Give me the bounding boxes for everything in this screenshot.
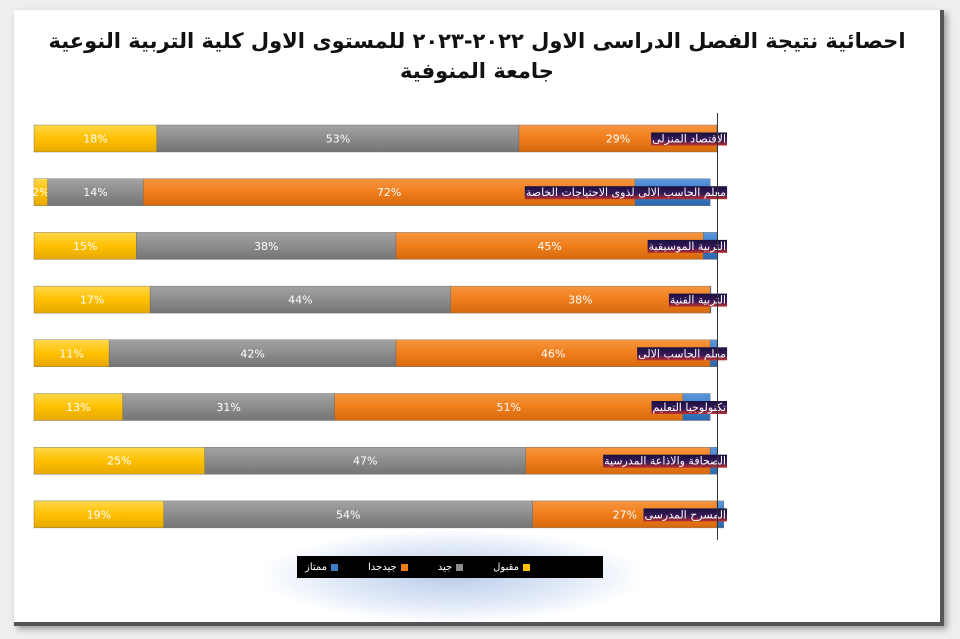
bar-row: 18%53%29%0% [33, 124, 726, 153]
data-label: 42% [240, 347, 264, 360]
bar-row: 13%31%51%4% [33, 393, 711, 421]
category-label-background [637, 347, 728, 361]
chart-title: احصائية نتيجة الفصل الدراسى الاول ٢٠٢٢-٢… [14, 26, 940, 86]
category-label-background [603, 454, 727, 468]
data-label: 15% [73, 240, 97, 253]
bar-segment [33, 447, 205, 475]
stacked-bar-chart: 18%53%29%0%2%14%72%11%15%38%45%2%17%44%3… [32, 113, 729, 540]
title-line-1: احصائية نتيجة الفصل الدراسى الاول ٢٠٢٢-٢… [48, 29, 906, 53]
category-label-background [643, 508, 727, 522]
data-label: 46% [541, 347, 565, 360]
category-label: الصحافة والاذاعة المدرسية [604, 455, 726, 468]
data-label: 19% [87, 508, 111, 521]
data-label: 31% [216, 401, 240, 414]
data-label: 38% [254, 240, 278, 253]
bar-row: 15%38%45%2% [33, 232, 719, 260]
bar-segment [108, 339, 397, 367]
bar-segment [334, 393, 684, 421]
legend-label: مقبول [493, 561, 520, 573]
data-label: 51% [496, 401, 520, 414]
category-label: الاقتصاد المنزلى [652, 133, 726, 146]
bar-segment [163, 500, 533, 529]
category-label: المسرح المدرسى [645, 508, 727, 521]
legend-swatch [456, 563, 464, 571]
legend-item: ممتاز [305, 561, 339, 573]
data-label: 2% [32, 186, 49, 199]
category-label: تكنولوجيا التعليم [653, 401, 726, 414]
data-label: 53% [326, 133, 350, 146]
data-label: 47% [353, 455, 377, 468]
category-label-background [647, 239, 727, 253]
category-label-background [668, 293, 727, 307]
bar-row: 11%42%46%1% [33, 339, 722, 367]
legend-label: جيدجدا [368, 561, 397, 573]
bar-segment [156, 124, 520, 153]
category-label: معلم الحاسب الالى [638, 347, 726, 360]
data-label: 11% [59, 347, 83, 360]
data-label: 29% [606, 133, 630, 146]
category-label: التربية الفنية [670, 294, 726, 307]
bar-segment [450, 285, 711, 314]
bar-segment [395, 339, 711, 367]
category-label-background [651, 401, 727, 414]
legend-item: جيدجدا [368, 562, 408, 573]
category-label-background [524, 186, 728, 200]
legend-swatch [523, 563, 531, 571]
category-label: معلم الحاسب الالى لذوى الاحتياجات الخاصة [526, 186, 726, 199]
legend: ممتاز جيدجدا جيد مقبول [297, 556, 603, 578]
title-line-2: جامعة المنوفية [400, 59, 554, 83]
legend-item: مقبول [493, 561, 531, 573]
data-label: 27% [613, 508, 637, 521]
bar-segment [33, 232, 137, 260]
bar-segment [33, 339, 110, 367]
legend-swatch [400, 563, 408, 571]
bar-segment [33, 393, 123, 421]
data-label: 14% [83, 186, 107, 199]
chart-frame: احصائية نتيجة الفصل الدراسى الاول ٢٠٢٢-٢… [14, 10, 944, 626]
bar-segment [149, 285, 451, 314]
data-label: 44% [288, 294, 312, 307]
category-label: التربية الموسيقية [649, 240, 726, 253]
bar-segment [122, 393, 335, 421]
category-labels-group: الاقتصاد المنزلى معلم الحاسب الالى لذوى ا… [524, 132, 728, 522]
legend-item: جيد [437, 561, 464, 573]
bar-segment [204, 447, 526, 475]
bar-row: 19%54%27%1% [33, 500, 729, 529]
data-label: 72% [377, 186, 401, 199]
data-label: 38% [568, 294, 592, 307]
bar-row: 17%44%38%0% [33, 285, 719, 314]
legend-swatch [331, 563, 339, 571]
bar-segment [136, 232, 397, 260]
bar-segment [33, 500, 164, 529]
legend-label: جيد [437, 561, 453, 573]
bar-row: 2%14%72%11% [32, 178, 711, 206]
bars-group: 18%53%29%0%2%14%72%11%15%38%45%2%17%44%3… [32, 124, 729, 529]
data-label: 54% [336, 508, 360, 521]
bar-segment [33, 124, 158, 153]
bar-segment [33, 285, 151, 314]
data-label: 13% [66, 401, 90, 414]
category-label-background [651, 132, 727, 146]
data-label: 25% [107, 455, 131, 468]
legend-label: ممتاز [305, 561, 328, 573]
data-label: 45% [537, 240, 561, 253]
data-label: 18% [83, 133, 107, 146]
data-label: 17% [80, 294, 104, 307]
